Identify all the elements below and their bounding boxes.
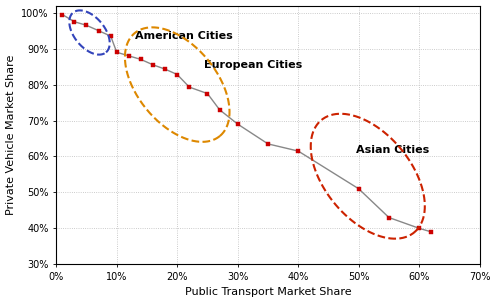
- Y-axis label: Private Vehicle Market Share: Private Vehicle Market Share: [5, 55, 15, 215]
- Text: American Cities: American Cities: [135, 31, 233, 41]
- Text: Asian Cities: Asian Cities: [356, 145, 429, 155]
- X-axis label: Public Transport Market Share: Public Transport Market Share: [185, 288, 351, 298]
- Text: European Cities: European Cities: [204, 60, 303, 70]
